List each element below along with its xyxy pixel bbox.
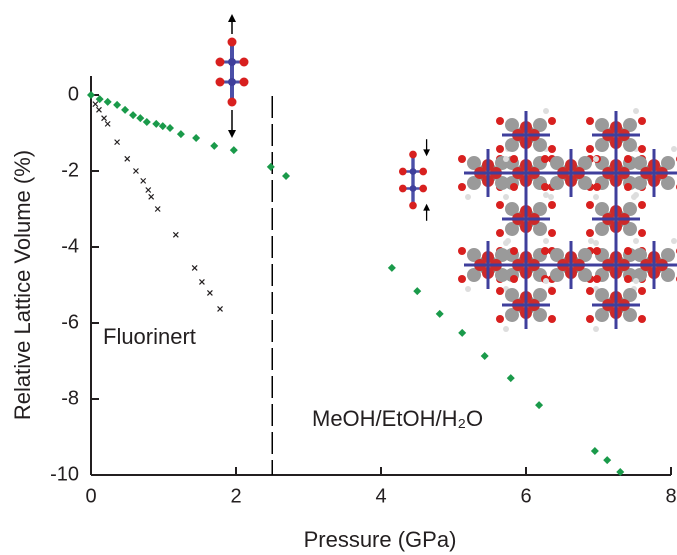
molecule-compressed [397,139,430,221]
point [210,141,219,150]
point [192,133,201,142]
point [535,401,544,410]
x-tick-label: 2 [230,485,241,507]
point [140,177,147,184]
annotation: Fluorinert [103,324,196,349]
point [124,155,131,162]
y-tick-label: -8 [61,387,79,409]
point [199,279,205,285]
point [603,456,612,465]
point [133,168,139,174]
point [96,106,102,113]
x-tick-label: 0 [85,485,96,507]
point [103,97,112,106]
point [121,105,130,114]
point [158,122,167,131]
point [206,290,213,296]
point [92,101,99,108]
point [590,447,599,456]
x-tick-label: 4 [375,485,386,507]
framework [456,106,677,334]
point [266,162,275,171]
point [387,263,396,272]
point [87,91,95,99]
x-tick-label: 8 [665,485,676,507]
y-tick-label: -4 [61,235,79,257]
x-tick-label: 6 [520,485,531,507]
y-axis-title: Relative Lattice Volume (%) [10,150,35,420]
point [282,171,291,180]
point [166,124,175,133]
molecule-expanded [213,14,251,138]
y-tick-label: -10 [50,463,79,485]
point [172,231,179,238]
point [95,95,104,104]
point [506,374,515,383]
point [114,139,121,146]
point [113,100,122,109]
point [176,130,185,139]
point [217,306,223,312]
x-axis-title: Pressure (GPa) [304,527,457,552]
point [136,114,145,123]
point [229,146,238,155]
y-tick-label: 0 [68,83,79,105]
point [152,119,161,128]
point [129,111,138,120]
annotation: MeOH/EtOH/H₂O [312,406,483,431]
point [191,264,198,271]
point [435,309,444,318]
point [101,115,107,122]
point [154,206,161,212]
point [458,328,467,337]
point [148,193,155,200]
point [480,352,489,361]
y-tick-label: -2 [61,159,79,181]
point [145,187,152,193]
y-tick-label: -6 [61,311,79,333]
point [142,117,151,126]
point [413,287,422,296]
point [616,467,625,476]
point [104,120,111,127]
